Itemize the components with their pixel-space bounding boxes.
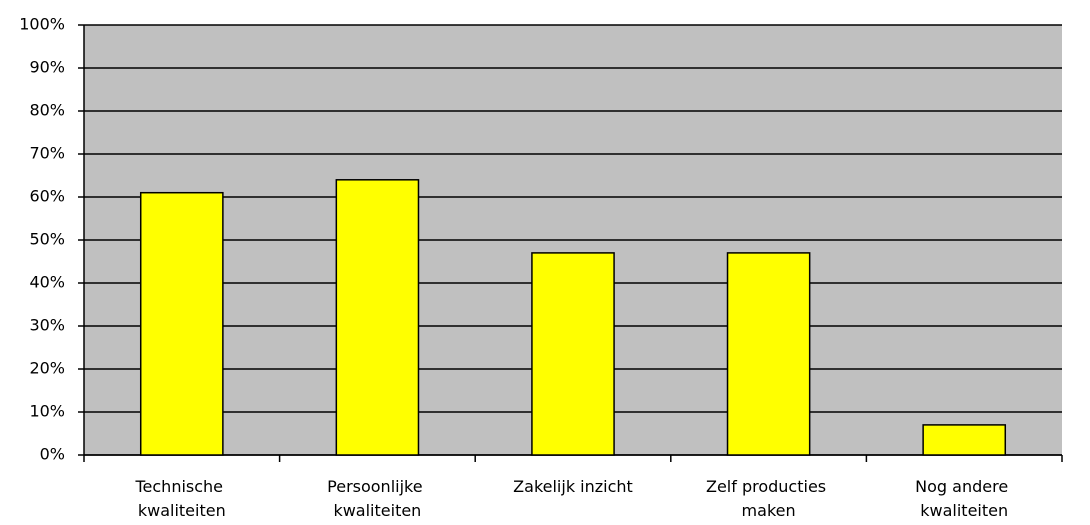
y-tick-label: 50% bbox=[29, 230, 65, 249]
x-tick-label: Persoonlijke kwaliteiten bbox=[327, 477, 428, 520]
bar bbox=[335, 179, 420, 456]
y-tick-label: 90% bbox=[29, 58, 65, 77]
bar bbox=[531, 252, 615, 456]
bar bbox=[139, 191, 224, 456]
y-tick-label: 100% bbox=[19, 15, 65, 34]
y-tick-label: 0% bbox=[40, 445, 65, 464]
x-tick-label: Nog andere kwaliteiten bbox=[915, 477, 1013, 520]
x-tick-label: Technische kwaliteiten bbox=[134, 477, 228, 520]
y-tick-label: 70% bbox=[29, 144, 65, 163]
y-tick-label: 20% bbox=[29, 359, 65, 378]
y-tick-label: 80% bbox=[29, 101, 65, 120]
y-tick-label: 10% bbox=[29, 402, 65, 421]
bar bbox=[922, 424, 1007, 456]
y-tick-label: 40% bbox=[29, 273, 65, 292]
x-tick-label: Zelf producties maken bbox=[706, 477, 831, 520]
bar bbox=[726, 252, 811, 456]
y-tick-label: 30% bbox=[29, 316, 65, 335]
y-tick-label: 60% bbox=[29, 187, 65, 206]
x-tick-label: Zakelijk inzicht bbox=[513, 477, 633, 496]
